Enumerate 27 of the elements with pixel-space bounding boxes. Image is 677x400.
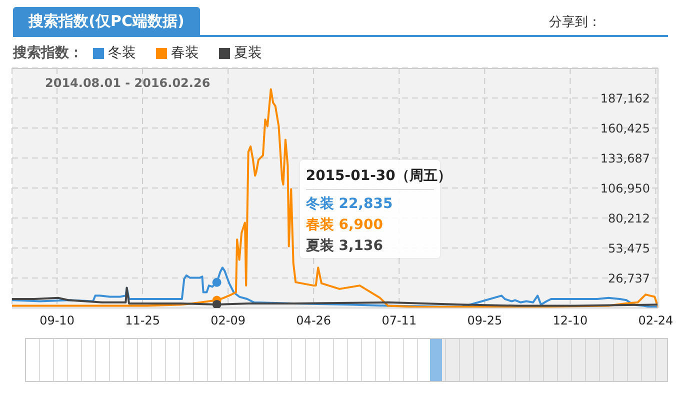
x-tick-label: 09-25	[467, 314, 502, 328]
x-tick-label: 07-11	[382, 314, 417, 328]
legend-label: 春装	[171, 44, 199, 62]
legend-label: 夏装	[234, 44, 262, 62]
x-tick-label: 04-26	[296, 314, 332, 328]
x-tick-label: 11-25	[125, 314, 160, 328]
annotation: 冬装 22,835	[306, 195, 393, 213]
x-tick-label: 09-10	[40, 314, 74, 328]
y-tick-label: 133,687	[600, 151, 650, 166]
y-tick-label: 187,162	[600, 91, 650, 106]
annotation: 夏装 3,136	[306, 237, 383, 255]
point	[212, 278, 222, 287]
y-tick-label: 53,475	[608, 241, 650, 256]
x-tick-label: 02-09	[210, 314, 246, 328]
text: 分享到：	[549, 14, 601, 31]
x-tick-label: 02-24	[638, 314, 674, 328]
legend-title: 搜索指数：	[13, 44, 83, 62]
point	[212, 300, 222, 308]
annotation: 2015-01-30（周五）	[306, 167, 452, 185]
legend-label: 冬装	[108, 44, 136, 62]
text: 2014.08.01 - 2016.02.26	[45, 76, 210, 90]
y-tick-label: 160,425	[600, 121, 650, 136]
y-tick-label: 106,950	[600, 181, 650, 196]
annotation: 春装 6,900	[306, 216, 383, 234]
y-tick-label: 80,212	[608, 211, 650, 226]
x-tick-label: 12-10	[552, 314, 588, 328]
y-tick-label: 26,737	[608, 271, 650, 286]
